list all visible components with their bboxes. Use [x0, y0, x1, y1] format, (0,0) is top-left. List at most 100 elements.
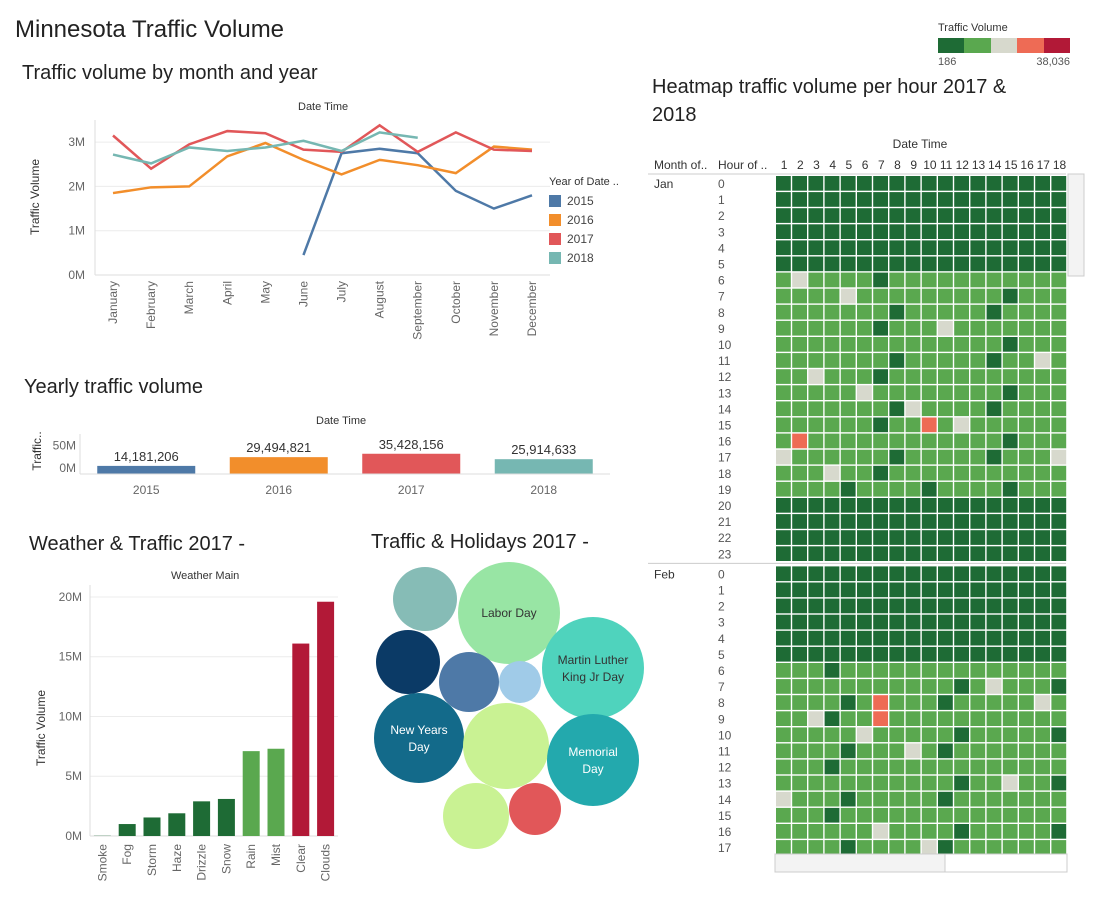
heatmap-cell	[954, 272, 969, 288]
heatmap-cell	[857, 807, 872, 823]
heatmap-cell	[889, 530, 905, 545]
hour-label: 15	[718, 809, 732, 823]
series-line-2017	[112, 123, 533, 171]
heatmap-cell	[873, 807, 888, 823]
heatmap-cell	[889, 727, 905, 743]
heatmap-cell	[970, 824, 986, 839]
x-tick-label: Smoke	[95, 844, 109, 882]
heatmap-cell	[840, 663, 856, 678]
heatmap-cell	[1051, 449, 1067, 465]
y-tick-label: 0M	[65, 829, 82, 843]
heatmap-cell	[808, 401, 824, 417]
heatmap-cell	[857, 256, 872, 272]
heatmap-cell	[776, 743, 791, 759]
heatmap-cell	[1002, 208, 1018, 223]
legend-swatch	[549, 214, 561, 226]
heatmap-cell	[1035, 417, 1050, 433]
heatmap-cell	[840, 711, 856, 726]
heatmap-cell	[938, 566, 953, 582]
heatmap-cell	[840, 530, 856, 545]
heatmap-cell	[1019, 385, 1034, 400]
heatmap-cell	[776, 353, 791, 368]
heatmap-cell	[873, 304, 888, 320]
day-header: 6	[862, 158, 869, 172]
heatmap-cell	[824, 176, 840, 191]
heatmap-cell	[776, 840, 791, 855]
heatmap-cell	[889, 320, 905, 336]
hour-label: 20	[718, 499, 732, 513]
heatmap-cell	[792, 646, 807, 662]
heatmap-cell	[824, 369, 840, 384]
heatmap-cell	[824, 807, 840, 823]
heatmap-cell	[986, 840, 1002, 855]
heatmap-cell	[824, 727, 840, 743]
x-tick-label: Rain	[244, 844, 258, 869]
heatmap-cell	[808, 840, 824, 855]
heatmap-cell	[970, 807, 986, 823]
heatmap-cell	[938, 433, 953, 449]
heatmap-cell	[1002, 304, 1018, 320]
heatmap-cell	[1035, 353, 1050, 368]
horizontal-scrollbar-thumb[interactable]	[774, 853, 946, 873]
x-tick-label: 2018	[530, 483, 557, 497]
heatmap-cell	[938, 304, 953, 320]
heatmap-cell	[808, 369, 824, 384]
heatmap-cell	[808, 695, 824, 710]
heatmap-cell	[954, 176, 969, 191]
heatmap-cell	[808, 449, 824, 465]
vertical-scrollbar-thumb[interactable]	[1067, 173, 1085, 277]
day-header: 4	[829, 158, 836, 172]
heatmap-cell	[938, 240, 953, 256]
heatmap-cell	[792, 288, 807, 304]
heatmap-cell	[824, 840, 840, 855]
heatmap-cell	[1051, 711, 1067, 726]
heatmap-cell	[792, 614, 807, 630]
heatmap-cell	[1002, 663, 1018, 678]
color-legend-title: Traffic Volume	[938, 22, 1008, 34]
heatmap-cell	[1019, 727, 1034, 743]
heatmap-cell	[970, 679, 986, 694]
day-header: 3	[813, 158, 820, 172]
heatmap-cell	[905, 498, 921, 513]
heatmap-cell	[808, 192, 824, 207]
heatmap-cell	[808, 646, 824, 662]
x-tick-label: 2015	[133, 483, 160, 497]
heatmap-cell	[776, 256, 791, 272]
heatmap-cell	[808, 807, 824, 823]
day-header: 14	[988, 158, 1002, 172]
heatmap-cell	[986, 695, 1002, 710]
heatmap-cell	[921, 192, 937, 207]
color-legend-max: 38,036	[1036, 56, 1070, 68]
heatmap-cell	[1051, 663, 1067, 678]
heatmap-cell	[808, 498, 824, 513]
legend-label: 2018	[567, 251, 594, 265]
heatmap-cell	[1051, 775, 1067, 791]
hour-label: 7	[718, 290, 725, 304]
heatmap-cell	[792, 727, 807, 743]
heatmap-cell	[954, 759, 969, 775]
heatmap-cell	[921, 646, 937, 662]
heatmap-cell	[1051, 727, 1067, 743]
legend-item-2018: 2018	[549, 251, 619, 265]
heatmap-cell	[938, 514, 953, 529]
heatmap-cell	[1051, 401, 1067, 417]
heatmap-cell	[889, 679, 905, 694]
heatmap-cell	[792, 514, 807, 529]
heatmap-cell	[938, 498, 953, 513]
heatmap-cell	[840, 320, 856, 336]
heatmap-cell	[1002, 240, 1018, 256]
heatmap-cell	[905, 582, 921, 598]
heatmap-cell	[1035, 481, 1050, 497]
heatmap-cell	[824, 566, 840, 582]
heatmap-cell	[1035, 582, 1050, 598]
heatmap-cell	[792, 417, 807, 433]
heatmap-cell	[792, 498, 807, 513]
heatmap-cell	[1019, 743, 1034, 759]
heatmap-cell	[986, 759, 1002, 775]
heatmap-cell	[938, 840, 953, 855]
weather-chart: 0M 5M 10M 15M 20M Traffic Volume Smoke Fog Storm…	[34, 585, 338, 882]
heatmap-cell	[938, 598, 953, 614]
heatmap-cell	[792, 449, 807, 465]
heatmap-cell	[792, 304, 807, 320]
heatmap-cell	[776, 711, 791, 726]
